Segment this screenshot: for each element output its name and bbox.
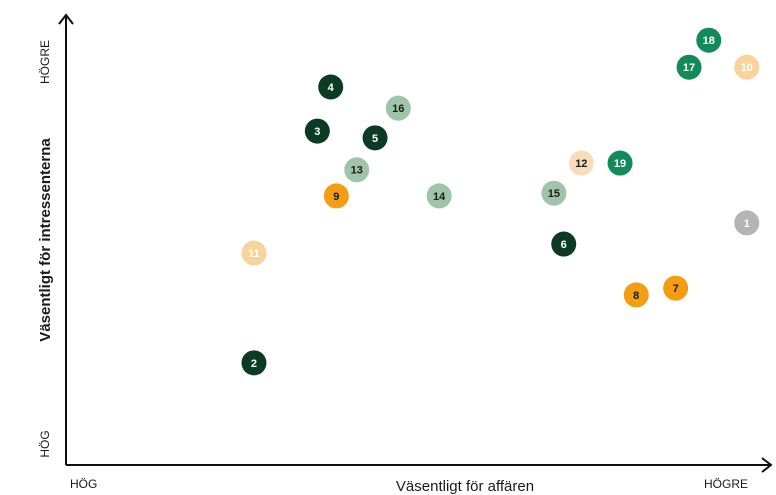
point [623, 282, 649, 308]
point-label: 18 [703, 35, 715, 47]
point [541, 180, 567, 206]
point [663, 275, 689, 301]
point-label: 9 [333, 191, 339, 203]
y-label: Väsentligt för intressenterna [37, 138, 54, 342]
y-low: HÖG [38, 430, 52, 457]
point-label: 7 [673, 283, 679, 295]
point-label: 13 [351, 165, 363, 177]
x-low: HÖG [70, 477, 97, 491]
point [551, 231, 577, 257]
x-label: Väsentligt för affären [396, 478, 534, 495]
point [344, 157, 370, 183]
x-high: HÖGRE [704, 477, 748, 491]
point [241, 350, 267, 376]
point-label: 15 [548, 188, 560, 200]
point-label: 12 [575, 158, 587, 170]
point-label: 16 [392, 103, 404, 115]
point-label: 4 [328, 82, 335, 94]
point [568, 150, 594, 176]
point-label: 2 [251, 358, 257, 370]
point [323, 183, 349, 209]
point [426, 183, 452, 209]
point [304, 118, 330, 144]
point [734, 210, 760, 236]
point [676, 54, 702, 80]
point-label: 8 [633, 290, 639, 302]
point [385, 95, 411, 121]
point-label: 19 [614, 158, 626, 170]
point-label: 10 [741, 62, 753, 74]
point [607, 150, 633, 176]
y-arrow [58, 13, 74, 25]
point [318, 74, 344, 100]
point-label: 14 [433, 191, 446, 203]
point [696, 27, 722, 53]
point [241, 240, 267, 266]
point-label: 17 [683, 62, 695, 74]
point-label: 6 [561, 239, 567, 251]
point-label: 5 [372, 133, 378, 145]
x-arrow [761, 457, 773, 473]
point [362, 125, 388, 151]
point-label: 3 [314, 126, 320, 138]
point-label: 11 [248, 248, 260, 260]
point-label: 1 [744, 218, 750, 230]
point [734, 54, 760, 80]
y-high: HÖGRE [38, 40, 52, 84]
